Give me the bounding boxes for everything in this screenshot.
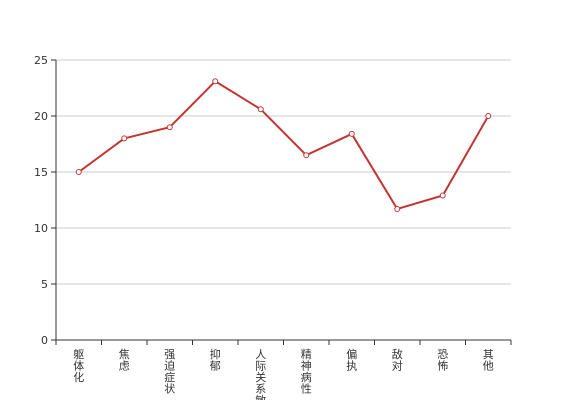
y-tick-label: 0 [41, 334, 48, 347]
x-tick-label: 躯体化 [73, 348, 84, 384]
y-tick-label: 10 [34, 222, 48, 235]
data-point[interactable] [212, 78, 219, 85]
x-tick-label: 其他 [483, 348, 494, 373]
y-tick-label: 20 [34, 110, 48, 123]
x-tick-label: 人际关系敏感 [255, 348, 266, 400]
x-axis: 躯体化 焦虑 强迫症状 抑郁 人际关系敏感 精神病性 偏执 敌对 恐怖 其他 [55, 339, 512, 400]
y-tick-label: 5 [41, 278, 48, 291]
data-point[interactable] [394, 205, 401, 212]
data-point[interactable] [439, 192, 446, 199]
x-tick-label: 敌对 [392, 347, 403, 373]
x-tick-label: 抑郁 [210, 347, 221, 373]
series-line [78, 80, 490, 210]
data-point[interactable] [303, 152, 310, 159]
data-point[interactable] [166, 124, 173, 131]
x-tick-label: 恐怖 [437, 348, 448, 373]
y-tick-label: 15 [34, 166, 48, 179]
grid-lines [56, 59, 511, 285]
x-tick-label: 偏执 [346, 347, 357, 373]
x-tick-label: 精神病性 [301, 348, 312, 396]
data-point[interactable] [121, 135, 128, 142]
data-point[interactable] [485, 113, 492, 119]
x-tick-label: 强迫症状 [164, 348, 175, 396]
y-tick-label: 25 [34, 54, 48, 67]
data-point[interactable] [75, 169, 82, 175]
data-point[interactable] [257, 106, 264, 113]
x-tick-label: 焦虑 [119, 348, 130, 373]
series-layer [75, 78, 492, 212]
data-point[interactable] [348, 130, 355, 137]
y-axis: 0 5 10 15 20 25 [34, 54, 57, 347]
